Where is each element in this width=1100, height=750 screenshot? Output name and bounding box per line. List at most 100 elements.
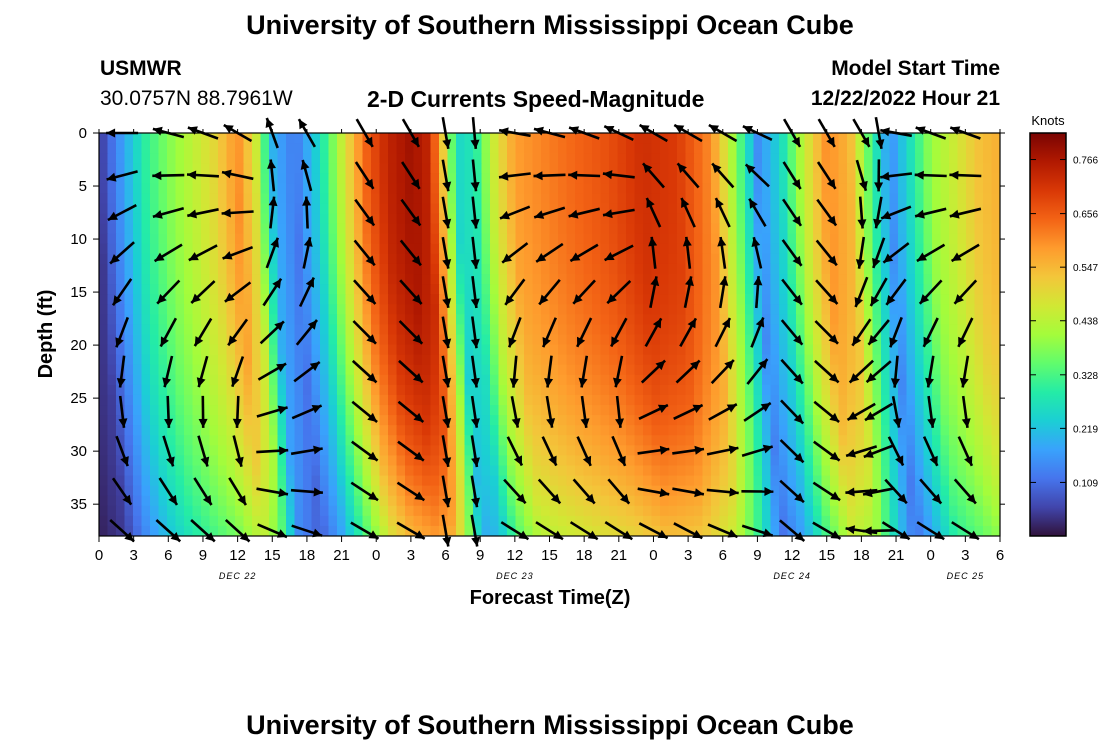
current-arrow [813, 440, 841, 462]
heatmap-cell [515, 233, 525, 245]
heatmap-cell [481, 425, 491, 436]
heatmap-cell [141, 324, 151, 336]
heatmap-cell [388, 153, 398, 164]
heatmap-cell [456, 374, 466, 386]
heatmap-cell [116, 354, 126, 366]
heatmap-cell [898, 324, 908, 336]
heatmap-cell [702, 394, 712, 406]
heatmap-cell [430, 314, 440, 326]
heatmap-cell [923, 425, 933, 436]
heatmap-cell [677, 354, 687, 366]
heatmap-cell [396, 445, 406, 456]
arrow-head [187, 170, 197, 180]
heatmap-cell [337, 445, 347, 456]
heatmap-cell [609, 324, 619, 336]
heatmap-cell [192, 203, 202, 215]
heatmap-cell [362, 445, 372, 456]
heatmap-cell [830, 233, 840, 245]
heatmap-cell [524, 133, 534, 144]
heatmap-cell [634, 354, 644, 366]
heatmap-cell [940, 475, 950, 487]
heatmap-cell [388, 425, 398, 436]
heatmap-cell [660, 253, 670, 265]
heatmap-cell [252, 475, 262, 487]
heatmap-cell [719, 495, 729, 507]
heatmap-cell [762, 475, 772, 487]
heatmap-cell [966, 445, 976, 456]
heatmap-cell [201, 384, 211, 396]
heatmap-cell [974, 314, 984, 326]
heatmap-cell [864, 394, 874, 406]
heatmap-cell [413, 304, 423, 315]
heatmap-cell [728, 374, 738, 386]
heatmap-cell [235, 133, 245, 144]
current-arrow [611, 435, 627, 467]
heatmap-cell [847, 394, 857, 406]
heatmap-cell [949, 203, 959, 215]
heatmap-cell [779, 475, 789, 487]
heatmap-cell [150, 475, 160, 487]
heatmap-cell [745, 334, 755, 346]
heatmap-cell [405, 425, 415, 436]
current-arrow [470, 316, 480, 349]
heatmap-cell [328, 324, 338, 336]
heatmap-cell [192, 263, 202, 275]
current-arrow [501, 242, 529, 264]
heatmap-cell [779, 173, 789, 184]
heatmap-cell [201, 374, 211, 386]
heatmap-cell [932, 465, 942, 477]
heatmap-cell [685, 394, 695, 406]
heatmap-cell [252, 485, 262, 497]
heatmap-cell [838, 223, 848, 235]
heatmap-cell [753, 334, 763, 346]
current-arrow [224, 281, 252, 303]
heatmap-cell [770, 133, 780, 144]
heatmap-cell [124, 515, 134, 527]
heatmap-cell [796, 213, 806, 225]
heatmap-cell [983, 183, 993, 195]
heatmap-cell [481, 455, 491, 467]
heatmap-cell [447, 193, 457, 205]
heatmap-cell [277, 173, 287, 184]
arrow-head [170, 532, 181, 542]
heatmap-cell [150, 384, 160, 396]
arrow-head [412, 334, 423, 344]
heatmap-cell [107, 334, 117, 346]
heatmap-cell [940, 374, 950, 386]
heatmap-cell [192, 153, 202, 164]
heatmap-cell [847, 354, 857, 366]
heatmap-cell [303, 495, 313, 507]
heatmap-cell [592, 435, 602, 446]
heatmap-cell [991, 173, 1000, 184]
current-arrow [441, 355, 452, 388]
heatmap-cell [192, 133, 202, 144]
arrow-head [568, 209, 579, 219]
heatmap-cell [201, 485, 211, 497]
heatmap-cell [498, 435, 508, 446]
heatmap-cell [490, 314, 500, 326]
arrow-head [221, 208, 231, 218]
heatmap-cell [328, 153, 338, 164]
heatmap-cell [252, 153, 262, 164]
heatmap-cell [991, 233, 1000, 245]
heatmap-cell [150, 193, 160, 205]
heatmap-cell [201, 344, 211, 356]
heatmap-cell [949, 133, 959, 144]
heatmap-cell [626, 263, 636, 275]
heatmap-cell [566, 475, 576, 487]
heatmap-cell [209, 143, 219, 154]
heatmap-cell [456, 445, 466, 456]
heatmap-cell [515, 374, 525, 386]
heatmap-cell [728, 455, 738, 467]
heatmap-cell [294, 405, 304, 416]
heatmap-cell [668, 445, 678, 456]
heatmap-cell [983, 465, 993, 477]
heatmap-cell [371, 233, 381, 245]
heatmap-cell [626, 324, 636, 336]
heatmap-cell [541, 495, 551, 507]
arrow-head [302, 196, 312, 206]
heatmap-cell [949, 223, 959, 235]
heatmap-cell [133, 374, 143, 386]
heatmap-cell [736, 314, 746, 326]
arrow-head [152, 171, 162, 181]
